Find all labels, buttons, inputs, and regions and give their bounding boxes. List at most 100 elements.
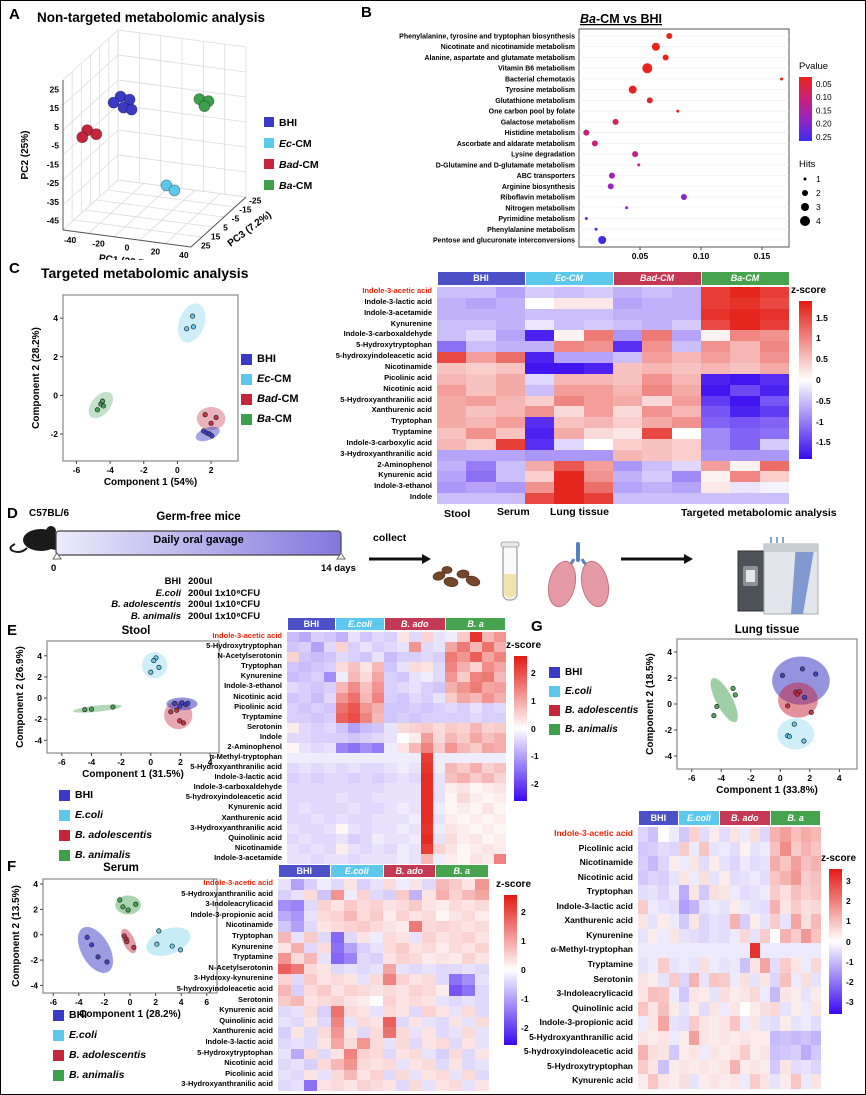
heatmap-cell <box>699 1059 710 1075</box>
heatmap-cell <box>396 672 410 683</box>
heatmap-row-label: Indole-3-lactic acid <box>364 296 432 306</box>
heatmap-cell <box>457 773 470 784</box>
heatmap-cell <box>347 803 361 815</box>
heatmap-cell <box>420 803 434 815</box>
heatmap-row-label: Indole-3-ethanol <box>374 481 432 491</box>
heatmap-cell <box>422 942 436 954</box>
heatmap-cell <box>356 879 371 891</box>
heatmap-cell <box>701 493 731 505</box>
heatmap-cell <box>335 773 349 784</box>
heatmap-cell <box>299 682 312 693</box>
heatmap-cell <box>800 1016 812 1032</box>
heatmap-cell <box>554 287 585 299</box>
heatmap-cell <box>409 1016 423 1028</box>
heatmap-cell <box>457 853 470 865</box>
heatmap-row-label: Kynurenine <box>390 318 432 328</box>
heatmap-cell <box>729 899 741 915</box>
heatmap-cell <box>369 985 384 997</box>
heatmap-cell <box>525 373 555 386</box>
heatmap-cell <box>278 921 292 933</box>
heatmap-cell <box>759 460 790 472</box>
legend-swatch-icon <box>59 809 70 821</box>
data-point <box>190 313 196 319</box>
heatmap-cell <box>800 827 812 843</box>
heatmap-cell <box>299 853 312 865</box>
heatmap-cell <box>729 1074 741 1090</box>
pathway-label: D-Glutamine and D-glutamate metabolism <box>436 162 575 169</box>
heatmap-cell <box>422 900 436 912</box>
heatmap-cell <box>369 921 384 933</box>
heatmap-cell <box>287 632 300 643</box>
heatmap-cell <box>330 900 345 912</box>
heatmap-group-header: BHI <box>287 618 336 630</box>
heatmap-cell <box>613 362 643 375</box>
heatmap-cell <box>347 712 361 724</box>
heatmap-cell <box>495 493 526 505</box>
heatmap-cell <box>800 1074 812 1090</box>
heatmap-cell <box>469 722 483 734</box>
heatmap-cell <box>360 632 373 643</box>
heatmap-cell <box>448 932 463 944</box>
heatmap-cell <box>437 341 467 353</box>
heatmap-cell <box>688 1016 700 1032</box>
legend-label: BHI <box>257 353 276 365</box>
heatmap-cell <box>481 793 495 804</box>
heatmap-cell <box>701 297 731 310</box>
data-point <box>156 928 162 934</box>
collect-arrow-head <box>422 554 431 564</box>
heatmap-cell <box>658 1045 669 1061</box>
heatmap-row-label: Indole-3-acetic acid <box>554 828 633 838</box>
data-point <box>151 657 157 664</box>
heatmap-cell <box>311 642 324 653</box>
heatmap-cell <box>347 823 361 835</box>
heatmap-cell <box>448 910 463 922</box>
heatmap-row-label: 5-hydroxyindoleacetic acid <box>185 792 282 802</box>
heatmap-cell <box>372 823 385 835</box>
heatmap-cell <box>311 732 324 744</box>
heatmap-cell <box>810 972 822 988</box>
heatmap-cell <box>278 910 292 922</box>
y-tick-label: 4 <box>33 879 38 889</box>
lungs-icon <box>547 542 610 608</box>
heatmap-cell <box>739 1016 751 1032</box>
heatmap-cell <box>330 1016 345 1028</box>
heatmap-cell <box>347 783 361 794</box>
heatmap-cell <box>671 319 702 331</box>
heatmap-cell <box>369 1006 384 1018</box>
legend-label: Bad-CM <box>257 393 299 405</box>
heatmap-cell <box>422 995 436 1007</box>
heatmap-cell <box>701 330 731 342</box>
data-point <box>156 664 162 670</box>
heatmap-cell <box>435 953 450 965</box>
heatmap-cell <box>583 417 614 429</box>
heatmap-cell <box>688 943 700 959</box>
heatmap-cell <box>409 995 423 1007</box>
data-point <box>88 706 95 712</box>
heatmap-cell <box>671 493 702 505</box>
heatmap-cell <box>800 914 812 930</box>
heatmap-cell <box>642 287 673 299</box>
heatmap-cell <box>422 1006 436 1018</box>
hits-size-label: 2 <box>816 188 821 198</box>
heatmap-cell <box>810 885 822 901</box>
heatmap-cell <box>384 682 397 693</box>
heatmap-cell <box>435 889 450 901</box>
legend-item: E.coli <box>549 686 638 697</box>
heatmap-cell <box>730 449 761 462</box>
heatmap-cell <box>688 899 700 915</box>
heatmap-cell <box>396 985 410 997</box>
pc1-tick-label: 20 <box>151 246 161 256</box>
heatmap-cell <box>278 1069 292 1081</box>
heatmap-cell <box>638 1045 649 1061</box>
data-point <box>84 934 90 940</box>
heatmap-cell <box>437 362 467 375</box>
heatmap-cell <box>583 308 614 321</box>
heatmap-cell <box>330 985 345 997</box>
heatmap-cell <box>719 827 730 843</box>
heatmap-cell <box>760 958 771 974</box>
heatmap-cell <box>658 870 669 886</box>
heatmap-cell <box>583 362 614 375</box>
heatmap-row-label: 5-hydroxyindoleacetic acid <box>523 1046 633 1057</box>
heatmap-cell <box>790 856 802 872</box>
